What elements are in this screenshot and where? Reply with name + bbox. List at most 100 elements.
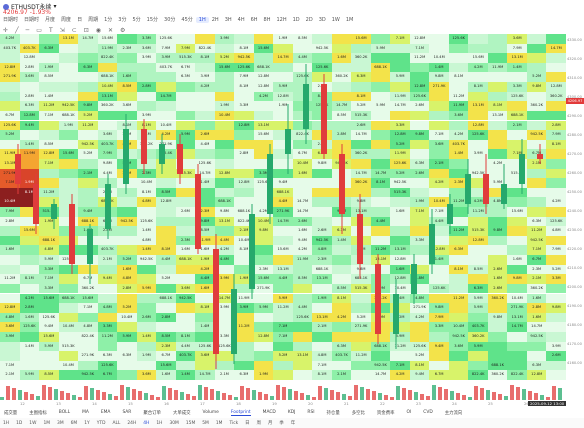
timeframe-2[interactable]: 月度 <box>45 17 56 23</box>
bottom-tool-0[interactable]: 1H <box>3 420 10 426</box>
indicator-tab-4[interactable]: EMA <box>100 410 111 415</box>
indicator-tab-14[interactable]: 多空比 <box>351 410 365 416</box>
indicator-tab-2[interactable]: BOLL <box>58 410 71 415</box>
bottom-tool-19[interactable]: 月 <box>267 421 273 426</box>
trend-line-icon[interactable]: ╱ <box>15 26 19 34</box>
indicator-tab-16[interactable]: OI <box>406 410 412 415</box>
timeframe-15[interactable]: 4H <box>237 16 245 23</box>
indicator-tab-5[interactable]: SAR <box>122 410 132 415</box>
timeframe-5[interactable]: 周期 <box>88 17 99 23</box>
measure-icon[interactable]: ⇲ <box>59 26 65 34</box>
text-icon[interactable]: T <box>48 26 53 34</box>
price-label: 4180.00 <box>567 323 582 327</box>
timeframe-6[interactable]: 1分 <box>104 17 113 23</box>
bottom-tool-7[interactable]: YTD <box>96 420 106 426</box>
timeframe-17[interactable]: 8H <box>263 16 271 23</box>
indicator-tab-13[interactable]: 持仓量 <box>326 410 340 416</box>
bottom-tool-20[interactable]: 季 <box>279 421 284 426</box>
timeframe-4[interactable]: 日 <box>77 17 83 23</box>
heat-cell <box>312 197 332 207</box>
heat-cell <box>370 187 391 198</box>
timeframe-22[interactable]: 1W <box>331 16 340 23</box>
indicator-tab-15[interactable]: 资金费率 <box>376 410 395 416</box>
bottom-tool-21[interactable]: 年 <box>290 421 296 426</box>
indicator-tab-18[interactable]: 主力流向 <box>444 410 463 416</box>
settings-icon[interactable]: ⚙ <box>120 26 126 34</box>
heat-cell <box>429 101 449 111</box>
heat-cell <box>351 341 371 352</box>
heat-cell: 5.2M <box>273 351 293 361</box>
bottom-tool-9[interactable]: 24H <box>127 420 137 426</box>
heat-cell <box>487 149 508 159</box>
bottom-tool-14[interactable]: 5M <box>202 420 209 426</box>
bottom-tool-13[interactable]: 15M <box>185 420 196 426</box>
timeframe-23[interactable]: 1M <box>345 16 354 23</box>
heat-cell: 942.5K <box>136 255 157 265</box>
symbol-selector[interactable]: ETHUSDT永续 ▾ <box>3 2 56 11</box>
timeframe-13[interactable]: 2H <box>211 16 219 23</box>
timeframe-1[interactable]: 日期时 <box>24 17 40 23</box>
heat-cell: 11.2M <box>39 187 59 198</box>
bottom-tool-4[interactable]: 3M <box>57 420 64 426</box>
heat-cell <box>468 158 488 169</box>
indicator-tab-10[interactable]: MACD <box>262 410 276 415</box>
indicator-tab-8[interactable]: Volume <box>202 410 219 415</box>
rectangle-icon[interactable]: ▭ <box>36 26 42 34</box>
timeframe-8[interactable]: 5分 <box>132 17 141 23</box>
heat-cell: 4.2M <box>390 370 410 380</box>
indicator-tab-3[interactable]: MA <box>82 410 89 415</box>
heat-cell <box>468 245 488 256</box>
timeframe-19[interactable]: 1D <box>292 16 300 23</box>
timeframe-11[interactable]: 45分 <box>181 17 193 23</box>
indicator-tab-17[interactable]: CVD <box>423 410 433 415</box>
indicator-tab-12[interactable]: RSI <box>307 410 315 415</box>
heat-cell: 4.8M <box>117 274 137 284</box>
magnet-icon[interactable]: ⊂ <box>71 26 77 34</box>
heat-cell: 271.9K <box>0 168 20 179</box>
timeframe-16[interactable]: 6H <box>250 16 258 23</box>
eye-icon[interactable]: ◉ <box>95 26 101 34</box>
timeframe-20[interactable]: 2D <box>305 16 313 23</box>
trash-icon[interactable]: ✕ <box>107 26 113 34</box>
bottom-tool-11[interactable]: 1H <box>156 420 163 426</box>
bottom-tool-2[interactable]: 1W <box>29 420 37 426</box>
bottom-tool-18[interactable]: 周 <box>256 421 261 426</box>
heat-cell: 8.5M <box>292 274 313 284</box>
bottom-tool-12[interactable]: 30M <box>169 420 179 426</box>
timeframe-7[interactable]: 3分 <box>118 17 127 23</box>
bottom-tool-17[interactable]: 日 <box>245 421 250 426</box>
heat-cell: 12.8M <box>156 197 176 207</box>
heat-cell: 5.2M <box>214 53 235 63</box>
timeframe-21[interactable]: 3D <box>318 16 326 23</box>
time-axis[interactable]: 12 13 14 15 16 17 18 19 20 21 22 23 24 25 26 <box>0 400 584 408</box>
bottom-tool-16[interactable]: Tick <box>229 420 239 426</box>
indicator-tab-7[interactable]: 大单成交 <box>172 410 191 416</box>
bottom-tool-10[interactable]: 4H <box>143 420 150 426</box>
indicator-tab-1[interactable]: 主图指标 <box>29 410 47 416</box>
timeframe-9[interactable]: 15分 <box>146 17 159 23</box>
bottom-tool-8[interactable]: ALL <box>112 420 121 426</box>
bottom-tool-6[interactable]: 1Y <box>84 420 90 426</box>
timeframe-3[interactable]: 周度 <box>61 17 72 23</box>
indicator-tab-9[interactable]: Footprint <box>230 409 251 416</box>
crosshair-icon[interactable]: ✛ <box>3 26 9 34</box>
indicator-tab-11[interactable]: KDJ <box>287 410 296 415</box>
timeframe-10[interactable]: 30分 <box>164 17 176 23</box>
timeframe-12[interactable]: 1H <box>195 16 209 23</box>
bottom-tool-15[interactable]: 1M <box>215 420 223 426</box>
heat-cell <box>273 120 293 131</box>
heat-cell: 12.8M <box>429 245 449 256</box>
timeframe-0[interactable]: 日期时 <box>3 17 19 23</box>
price-axis[interactable]: 4330.00 4320.00 4310.00 4300.00 4290.00 4280.… <box>566 34 584 380</box>
timeframe-18[interactable]: 12H <box>276 16 287 23</box>
time-label: 22 <box>380 401 385 406</box>
lock-icon[interactable]: ⊡ <box>83 26 89 34</box>
timeframe-14[interactable]: 3H <box>224 16 232 23</box>
bottom-tool-5[interactable]: 6M <box>70 420 78 426</box>
indicator-tab-0[interactable]: 成交量 <box>4 410 18 416</box>
bottom-tool-3[interactable]: 1M <box>43 420 51 426</box>
horizontal-line-icon[interactable]: ─ <box>25 26 30 34</box>
bottom-tool-1[interactable]: 1D <box>16 420 23 426</box>
heat-cell <box>58 312 79 323</box>
indicator-tab-6[interactable]: 聚合订单 <box>143 410 161 416</box>
